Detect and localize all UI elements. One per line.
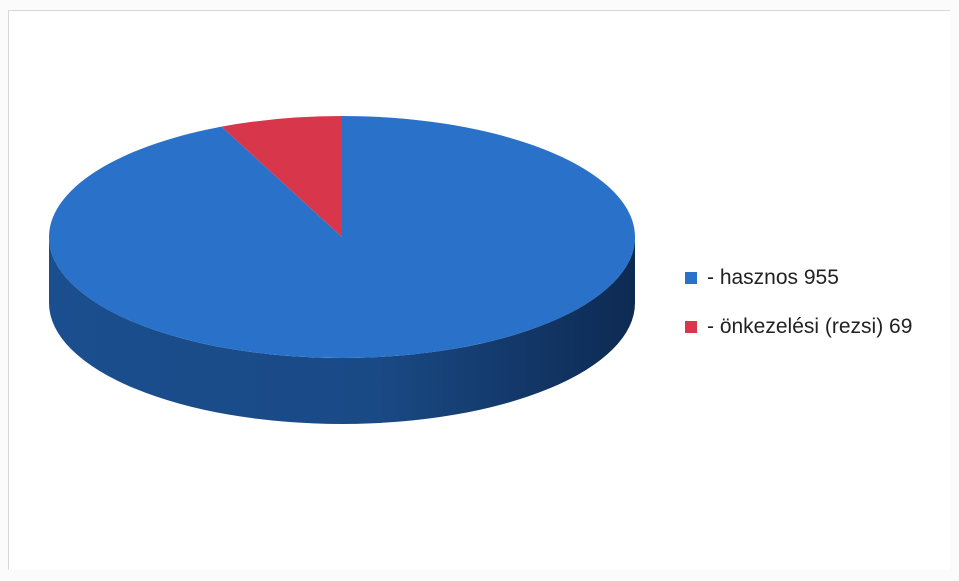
pie-slice-hasznos xyxy=(48,116,635,358)
pie-side-hasznos xyxy=(49,237,635,424)
pie-chart xyxy=(48,116,635,424)
legend-swatch-onkezelesi xyxy=(685,321,697,333)
legend-item-onkezelesi: - önkezelési (rezsi) 69 xyxy=(685,312,912,342)
legend-label-onkezelesi: - önkezelési (rezsi) 69 xyxy=(707,315,913,338)
chart-legend: - hasznos 955 - önkezelési (rezsi) 69 xyxy=(685,263,912,361)
legend-swatch-hasznos xyxy=(685,272,697,284)
pie-slice-onkezelesi xyxy=(221,116,342,237)
chart-area: - hasznos 955 - önkezelési (rezsi) 69 xyxy=(8,10,950,570)
legend-item-hasznos: - hasznos 955 xyxy=(685,263,912,293)
legend-label-hasznos: - hasznos 955 xyxy=(707,266,839,289)
